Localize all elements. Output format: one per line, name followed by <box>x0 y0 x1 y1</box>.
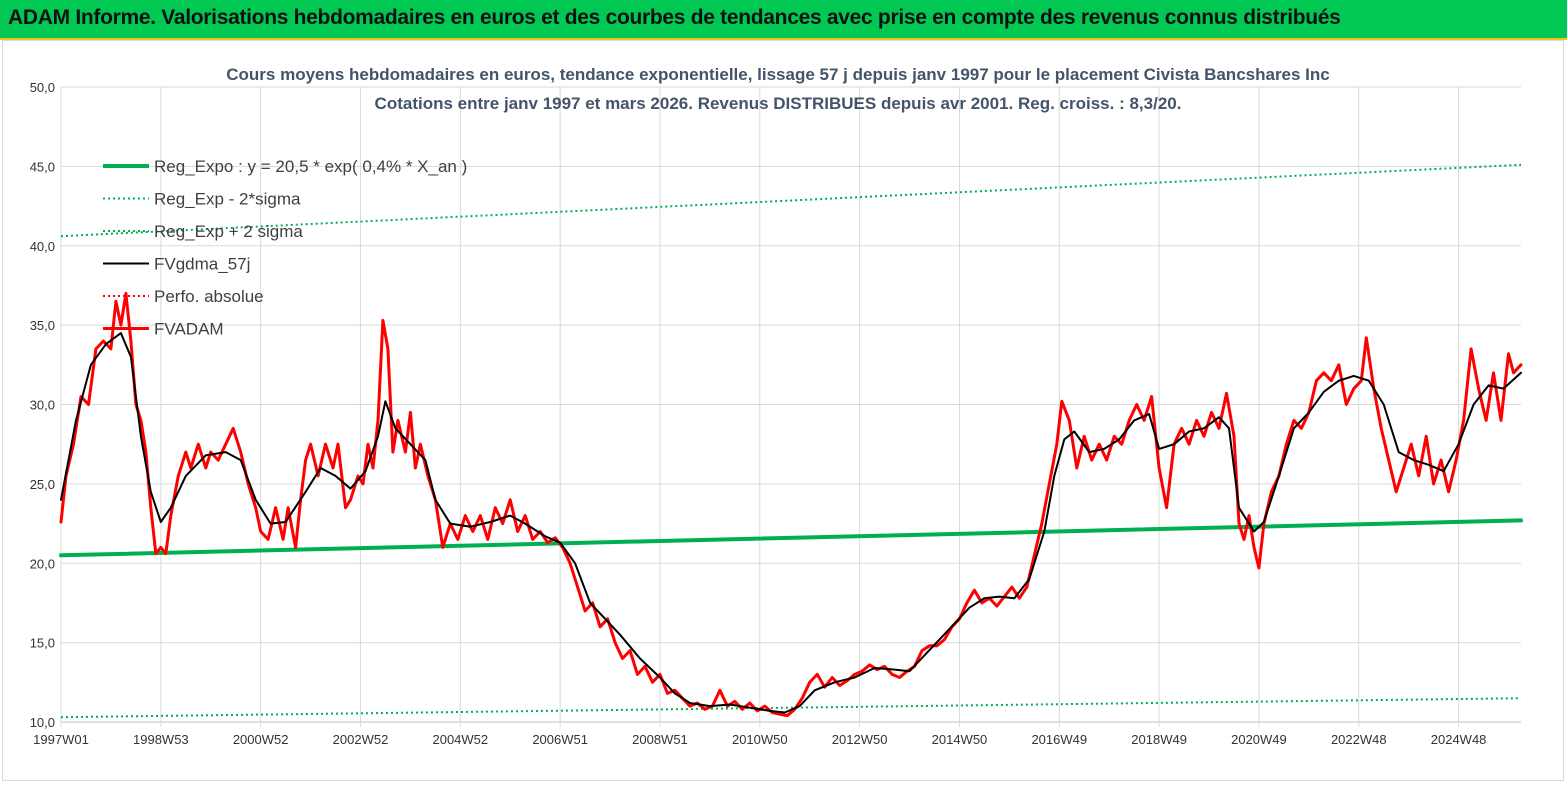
y-tick-label: 35,0 <box>30 318 55 333</box>
chart-title-line-2: Cotations entre janv 1997 et mars 2026. … <box>375 94 1182 113</box>
x-tick-label: 2024W48 <box>1431 732 1487 747</box>
legend-label: FVgdma_57j <box>154 255 250 274</box>
gridlines <box>60 86 1521 727</box>
series-line-3 <box>60 332 1522 714</box>
x-tick-label: 2000W52 <box>233 732 289 747</box>
y-tick-label: 45,0 <box>30 159 55 174</box>
y-axis-ticks: 10,0 15,0 20,0 25,0 30,0 35,0 40,0 45,0 50,0 <box>30 80 55 730</box>
x-tick-label: 2014W50 <box>932 732 988 747</box>
y-tick-label: 50,0 <box>30 80 55 95</box>
x-tick-label: 2008W51 <box>632 732 688 747</box>
legend-label: Reg_Exp + 2 sigma <box>154 222 303 241</box>
series-layer <box>59 163 1523 719</box>
x-tick-label: 2016W49 <box>1031 732 1087 747</box>
legend-label: Reg_Expo : y = 20,5 * exp( 0,4% * X_an ) <box>154 157 467 176</box>
series-line-5 <box>59 291 1523 718</box>
x-tick-label: 2010W50 <box>732 732 788 747</box>
x-tick-label: 2018W49 <box>1131 732 1187 747</box>
x-tick-label: 1997W01 <box>33 732 89 747</box>
y-tick-label: 30,0 <box>30 398 55 413</box>
y-tick-label: 40,0 <box>30 239 55 254</box>
x-tick-label: 2022W48 <box>1331 732 1387 747</box>
series-line-0 <box>59 518 1523 558</box>
x-axis-ticks: 1997W01 1998W53 2000W52 2002W52 2004W52 2006W… <box>33 732 1486 747</box>
chart-legend: Reg_Expo : y = 20,5 * exp( 0,4% * X_an )… <box>103 157 467 339</box>
legend-label: FVADAM <box>154 320 224 339</box>
x-tick-label: 2006W51 <box>532 732 588 747</box>
series-line-2 <box>60 163 1522 238</box>
chart-svg: 10,0 15,0 20,0 25,0 30,0 35,0 40,0 45,0 50,0 199… <box>30 65 1523 747</box>
chart-frame: 10,0 15,0 20,0 25,0 30,0 35,0 40,0 45,0 50,0 199… <box>2 40 1564 781</box>
chart-title-line-1: Cours moyens hebdomadaires en euros, ten… <box>226 65 1330 84</box>
y-tick-label: 15,0 <box>30 636 55 651</box>
y-tick-label: 10,0 <box>30 715 55 730</box>
report-title: ADAM Informe. Valorisations hebdomadaire… <box>8 6 1341 29</box>
y-tick-label: 25,0 <box>30 477 55 492</box>
x-tick-label: 1998W53 <box>133 732 189 747</box>
y-tick-label: 20,0 <box>30 556 55 571</box>
report-banner: ADAM Informe. Valorisations hebdomadaire… <box>0 0 1567 40</box>
series-line-1 <box>60 697 1522 719</box>
x-tick-label: 2002W52 <box>333 732 389 747</box>
x-tick-label: 2020W49 <box>1231 732 1287 747</box>
x-tick-label: 2012W50 <box>832 732 888 747</box>
legend-label: Perfo. absolue <box>154 287 264 306</box>
legend-label: Reg_Exp - 2*sigma <box>154 190 301 209</box>
x-tick-label: 2004W52 <box>432 732 488 747</box>
